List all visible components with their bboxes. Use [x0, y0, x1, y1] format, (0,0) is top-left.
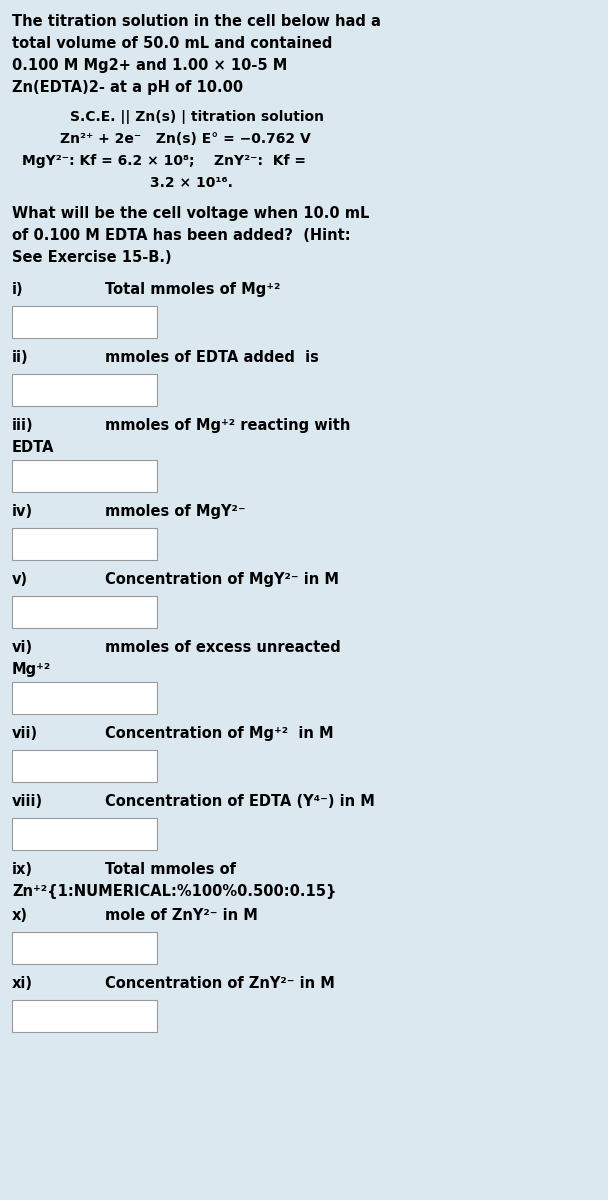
Text: ix): ix) — [12, 862, 33, 877]
Text: Zn⁺²{1:NUMERICAL:%100%0.500:0.15}: Zn⁺²{1:NUMERICAL:%100%0.500:0.15} — [12, 884, 336, 899]
Text: Zn(EDTA)2- at a pH of 10.00: Zn(EDTA)2- at a pH of 10.00 — [12, 80, 243, 95]
Text: mmoles of excess unreacted: mmoles of excess unreacted — [105, 640, 340, 655]
FancyBboxPatch shape — [12, 818, 157, 850]
Text: See Exercise 15-B.): See Exercise 15-B.) — [12, 250, 171, 265]
Text: MgY²⁻: Kf = 6.2 × 10⁸;    ZnY²⁻:  Kf =: MgY²⁻: Kf = 6.2 × 10⁸; ZnY²⁻: Kf = — [22, 154, 306, 168]
Text: vi): vi) — [12, 640, 33, 655]
Text: 3.2 × 10¹⁶.: 3.2 × 10¹⁶. — [150, 176, 233, 190]
Text: Zn²⁺ + 2e⁻   Zn(s) E° = −0.762 V: Zn²⁺ + 2e⁻ Zn(s) E° = −0.762 V — [60, 132, 311, 146]
Text: v): v) — [12, 572, 28, 587]
FancyBboxPatch shape — [12, 750, 157, 782]
Text: xi): xi) — [12, 976, 33, 991]
Text: mmoles of Mg⁺² reacting with: mmoles of Mg⁺² reacting with — [105, 418, 350, 433]
Text: Total mmoles of: Total mmoles of — [105, 862, 236, 877]
FancyBboxPatch shape — [12, 932, 157, 964]
FancyBboxPatch shape — [12, 374, 157, 406]
Text: Concentration of MgY²⁻ in M: Concentration of MgY²⁻ in M — [105, 572, 339, 587]
Text: 0.100 M Mg2+ and 1.00 × 10-5 M: 0.100 M Mg2+ and 1.00 × 10-5 M — [12, 58, 288, 73]
Text: What will be the cell voltage when 10.0 mL: What will be the cell voltage when 10.0 … — [12, 206, 370, 221]
Text: iii): iii) — [12, 418, 33, 433]
Text: Concentration of ZnY²⁻ in M: Concentration of ZnY²⁻ in M — [105, 976, 335, 991]
Text: mmoles of EDTA added  is: mmoles of EDTA added is — [105, 350, 319, 365]
Text: of 0.100 M EDTA has been added?  (Hint:: of 0.100 M EDTA has been added? (Hint: — [12, 228, 351, 242]
FancyBboxPatch shape — [12, 1000, 157, 1032]
FancyBboxPatch shape — [12, 306, 157, 338]
Text: ii): ii) — [12, 350, 29, 365]
Text: Total mmoles of Mg⁺²: Total mmoles of Mg⁺² — [105, 282, 280, 296]
Text: Concentration of Mg⁺²  in M: Concentration of Mg⁺² in M — [105, 726, 334, 740]
Text: x): x) — [12, 908, 28, 923]
Text: EDTA: EDTA — [12, 440, 55, 455]
Text: iv): iv) — [12, 504, 33, 518]
Text: vii): vii) — [12, 726, 38, 740]
Text: mole of ZnY²⁻ in M: mole of ZnY²⁻ in M — [105, 908, 258, 923]
Text: Mg⁺²: Mg⁺² — [12, 662, 51, 677]
Text: total volume of 50.0 mL and contained: total volume of 50.0 mL and contained — [12, 36, 333, 50]
FancyBboxPatch shape — [12, 460, 157, 492]
Text: mmoles of MgY²⁻: mmoles of MgY²⁻ — [105, 504, 246, 518]
Text: The titration solution in the cell below had a: The titration solution in the cell below… — [12, 14, 381, 29]
Text: Concentration of EDTA (Y⁴⁻) in M: Concentration of EDTA (Y⁴⁻) in M — [105, 794, 375, 809]
Text: S.C.E. || Zn(s) | titration solution: S.C.E. || Zn(s) | titration solution — [70, 110, 324, 124]
FancyBboxPatch shape — [12, 528, 157, 560]
FancyBboxPatch shape — [12, 682, 157, 714]
Text: i): i) — [12, 282, 24, 296]
FancyBboxPatch shape — [12, 596, 157, 628]
Text: viii): viii) — [12, 794, 43, 809]
